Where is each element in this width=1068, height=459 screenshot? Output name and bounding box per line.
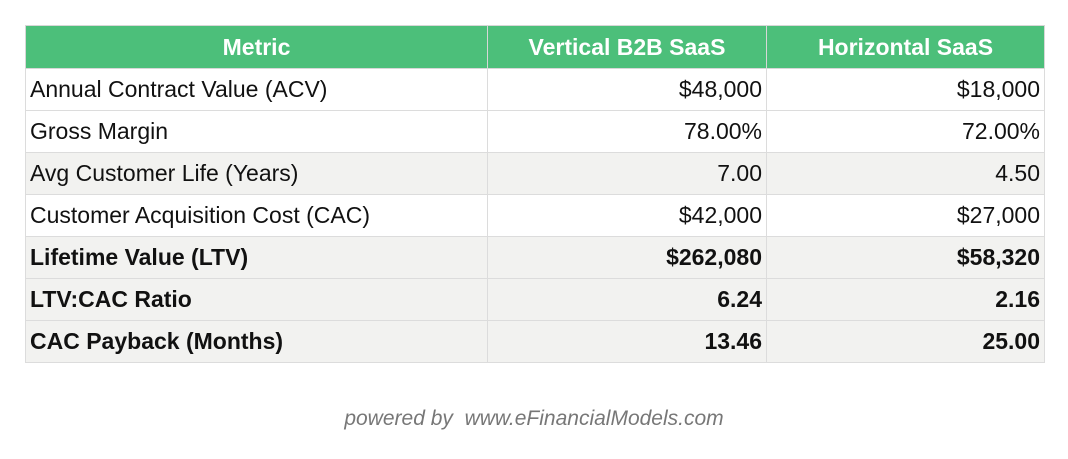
table-row: Annual Contract Value (ACV) $48,000 $18,… <box>25 68 1045 111</box>
metrics-table-container: Metric Vertical B2B SaaS Horizontal SaaS… <box>25 25 1045 363</box>
row-vertical-value: $262,080 <box>487 236 767 279</box>
row-vertical-value: 7.00 <box>487 152 767 195</box>
row-vertical-value: 13.46 <box>487 320 767 363</box>
powered-by-footer: powered by www.eFinancialModels.com <box>0 407 1068 431</box>
row-horizontal-value: $27,000 <box>766 194 1045 237</box>
table-row: CAC Payback (Months) 13.46 25.00 <box>25 320 1045 363</box>
row-horizontal-value: 4.50 <box>766 152 1045 195</box>
table-row: Customer Acquisition Cost (CAC) $42,000 … <box>25 194 1045 237</box>
table-row: LTV:CAC Ratio 6.24 2.16 <box>25 278 1045 321</box>
row-vertical-value: 78.00% <box>487 110 767 153</box>
row-horizontal-value: 2.16 <box>766 278 1045 321</box>
footer-site-link[interactable]: www.eFinancialModels.com <box>464 407 724 430</box>
row-horizontal-value: 25.00 <box>766 320 1045 363</box>
header-metric: Metric <box>25 25 488 69</box>
row-horizontal-value: $18,000 <box>766 68 1045 111</box>
footer-prefix: powered by <box>344 407 453 430</box>
header-horizontal-saas: Horizontal SaaS <box>766 25 1045 69</box>
row-metric-label: Annual Contract Value (ACV) <box>25 68 488 111</box>
row-vertical-value: $42,000 <box>487 194 767 237</box>
row-metric-label: Gross Margin <box>25 110 488 153</box>
row-metric-label: CAC Payback (Months) <box>25 320 488 363</box>
header-vertical-b2b-saas: Vertical B2B SaaS <box>487 25 767 69</box>
table-row: Gross Margin 78.00% 72.00% <box>25 110 1045 153</box>
table-header-row: Metric Vertical B2B SaaS Horizontal SaaS <box>25 25 1045 69</box>
row-metric-label: Avg Customer Life (Years) <box>25 152 488 195</box>
row-horizontal-value: $58,320 <box>766 236 1045 279</box>
row-vertical-value: 6.24 <box>487 278 767 321</box>
row-horizontal-value: 72.00% <box>766 110 1045 153</box>
row-metric-label: LTV:CAC Ratio <box>25 278 488 321</box>
row-vertical-value: $48,000 <box>487 68 767 111</box>
table-row: Avg Customer Life (Years) 7.00 4.50 <box>25 152 1045 195</box>
table-row: Lifetime Value (LTV) $262,080 $58,320 <box>25 236 1045 279</box>
metrics-table: Metric Vertical B2B SaaS Horizontal SaaS… <box>25 25 1045 363</box>
row-metric-label: Customer Acquisition Cost (CAC) <box>25 194 488 237</box>
row-metric-label: Lifetime Value (LTV) <box>25 236 488 279</box>
